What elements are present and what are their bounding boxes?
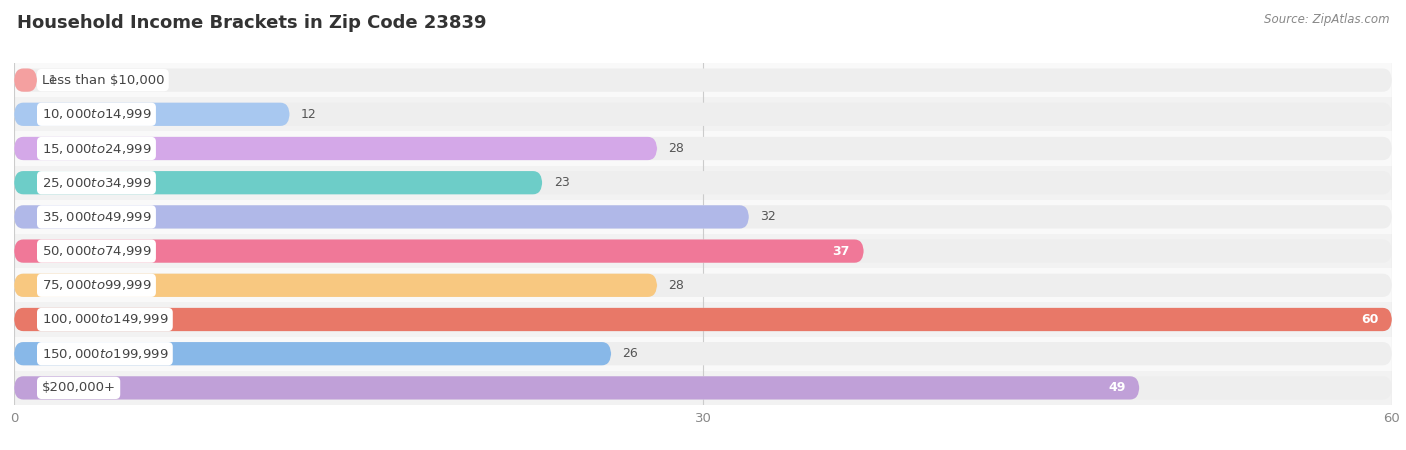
Text: 49: 49 [1108, 382, 1126, 394]
FancyBboxPatch shape [14, 68, 1392, 92]
Bar [14, 337, 1392, 371]
Text: Source: ZipAtlas.com: Source: ZipAtlas.com [1264, 14, 1389, 27]
FancyBboxPatch shape [14, 137, 1392, 160]
Text: Household Income Brackets in Zip Code 23839: Household Income Brackets in Zip Code 23… [17, 14, 486, 32]
Text: 28: 28 [669, 279, 685, 292]
FancyBboxPatch shape [14, 308, 1392, 331]
Text: 12: 12 [301, 108, 316, 121]
Text: 28: 28 [669, 142, 685, 155]
Text: $25,000 to $34,999: $25,000 to $34,999 [42, 176, 152, 190]
FancyBboxPatch shape [14, 376, 1139, 400]
FancyBboxPatch shape [14, 342, 1392, 365]
Text: 32: 32 [761, 211, 776, 223]
Text: 26: 26 [623, 347, 638, 360]
Text: 23: 23 [554, 176, 569, 189]
Bar [14, 166, 1392, 200]
FancyBboxPatch shape [14, 274, 1392, 297]
FancyBboxPatch shape [14, 342, 612, 365]
FancyBboxPatch shape [14, 171, 1392, 194]
FancyBboxPatch shape [14, 274, 657, 297]
FancyBboxPatch shape [14, 308, 1392, 331]
FancyBboxPatch shape [14, 376, 1392, 400]
Text: Less than $10,000: Less than $10,000 [42, 74, 165, 86]
Text: $200,000+: $200,000+ [42, 382, 115, 394]
Bar [14, 63, 1392, 97]
FancyBboxPatch shape [14, 68, 37, 92]
Bar [14, 302, 1392, 337]
Text: $15,000 to $24,999: $15,000 to $24,999 [42, 141, 152, 156]
FancyBboxPatch shape [14, 103, 1392, 126]
Text: 1: 1 [48, 74, 56, 86]
Bar [14, 97, 1392, 131]
Text: 37: 37 [832, 245, 851, 257]
FancyBboxPatch shape [14, 239, 863, 263]
FancyBboxPatch shape [14, 205, 1392, 229]
Bar [14, 371, 1392, 405]
Bar [14, 131, 1392, 166]
FancyBboxPatch shape [14, 171, 543, 194]
Text: $50,000 to $74,999: $50,000 to $74,999 [42, 244, 152, 258]
Text: $35,000 to $49,999: $35,000 to $49,999 [42, 210, 152, 224]
Bar [14, 234, 1392, 268]
Bar [14, 200, 1392, 234]
FancyBboxPatch shape [14, 205, 749, 229]
FancyBboxPatch shape [14, 137, 657, 160]
Text: 60: 60 [1361, 313, 1378, 326]
Text: $10,000 to $14,999: $10,000 to $14,999 [42, 107, 152, 122]
Text: $100,000 to $149,999: $100,000 to $149,999 [42, 312, 169, 327]
Bar [14, 268, 1392, 302]
Text: $150,000 to $199,999: $150,000 to $199,999 [42, 346, 169, 361]
Text: $75,000 to $99,999: $75,000 to $99,999 [42, 278, 152, 293]
FancyBboxPatch shape [14, 239, 1392, 263]
FancyBboxPatch shape [14, 103, 290, 126]
